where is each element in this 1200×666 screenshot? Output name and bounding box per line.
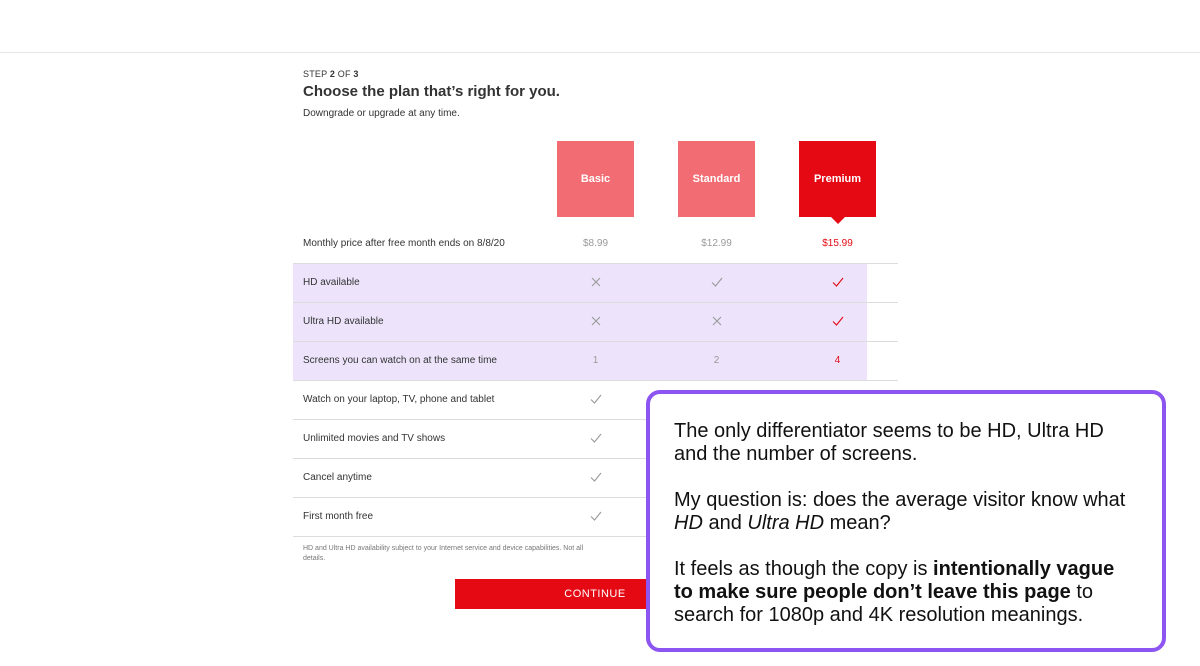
cell-value: 2	[713, 355, 720, 366]
plan-label: Premium	[813, 173, 862, 185]
annotation-callout: The only differentiator seems to be HD, …	[646, 390, 1166, 652]
row-label: Unlimited movies and TV shows	[303, 433, 446, 444]
check-icon	[799, 303, 876, 341]
cell-value: 1	[592, 355, 599, 366]
row-label: HD available	[303, 277, 360, 288]
callout-paragraph-1: The only differentiator seems to be HD, …	[674, 420, 1104, 465]
table-row: First month free	[293, 498, 898, 537]
x-icon	[557, 264, 634, 302]
step-indicator: STEP 2 OF 3	[303, 69, 359, 79]
row-label: Watch on your laptop, TV, phone and tabl…	[303, 394, 495, 405]
callout-paragraph-3: It feels as though the copy is intention…	[674, 558, 1115, 626]
plan-premium[interactable]: Premium	[799, 141, 876, 224]
check-icon	[557, 420, 634, 458]
table-row: Screens you can watch on at the same tim…	[293, 342, 898, 381]
row-label: Ultra HD available	[303, 316, 384, 327]
page-subtitle: Downgrade or upgrade at any time.	[303, 108, 460, 119]
cell-value: 4	[834, 355, 841, 366]
table-row: Unlimited movies and TV shows	[293, 420, 898, 459]
check-icon	[678, 264, 755, 302]
row-label: Screens you can watch on at the same tim…	[303, 355, 497, 366]
check-icon	[557, 498, 634, 536]
cell-value: $12.99	[701, 238, 732, 249]
row-label: First month free	[303, 511, 374, 522]
x-icon	[678, 303, 755, 341]
table-row: Watch on your laptop, TV, phone and tabl…	[293, 381, 898, 420]
check-icon	[557, 459, 634, 497]
check-icon	[557, 381, 634, 419]
plan-label: Standard	[692, 173, 741, 185]
cell-value: $15.99	[822, 238, 853, 249]
x-icon	[557, 303, 634, 341]
table-row: Ultra HD available	[293, 303, 898, 342]
top-bar	[0, 0, 1200, 53]
cell-value: $8.99	[582, 238, 609, 249]
row-label: Monthly price after free month ends on 8…	[303, 238, 505, 249]
row-label: Cancel anytime	[303, 472, 372, 483]
page-title: Choose the plan that’s right for you.	[303, 83, 560, 100]
table-row: Cancel anytime	[293, 459, 898, 498]
table-row: Monthly price after free month ends on 8…	[293, 225, 898, 264]
check-icon	[799, 264, 876, 302]
plan-label: Basic	[580, 173, 611, 185]
footnote: HD and Ultra HD availability subject to …	[303, 545, 584, 562]
callout-paragraph-2: My question is: does the average visitor…	[674, 489, 1126, 534]
plan-basic[interactable]: Basic	[557, 141, 634, 217]
plan-standard[interactable]: Standard	[678, 141, 755, 217]
table-row: HD available	[293, 264, 898, 303]
